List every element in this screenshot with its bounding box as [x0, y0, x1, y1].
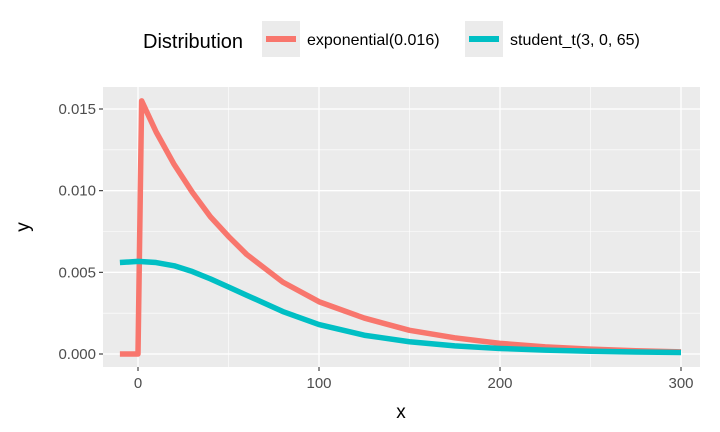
series-line-exponential [119, 98, 682, 357]
x-tick-label: 300 [668, 375, 693, 392]
y-tick-label: 0.015 [58, 101, 96, 118]
y-tick-label: 0.000 [58, 346, 96, 363]
legend: Distribution exponential(0.016) student_… [143, 21, 640, 57]
legend-label-exponential: exponential(0.016) [307, 32, 440, 49]
x-axis-title: x [396, 402, 406, 423]
x-tick-label: 100 [306, 375, 331, 392]
series-line-student-t [119, 258, 682, 356]
y-axis: 0.000 0.005 0.010 0.015 [58, 101, 103, 363]
x-tick-label: 200 [487, 375, 512, 392]
y-tick-label: 0.005 [58, 264, 96, 281]
y-tick-label: 0.010 [58, 183, 96, 200]
plot-panel [103, 87, 700, 367]
y-axis-title: y [13, 222, 34, 232]
legend-title: Distribution [143, 31, 243, 53]
x-tick-label: 0 [134, 375, 142, 392]
legend-label-student-t: student_t(3, 0, 65) [510, 32, 640, 49]
series-lines [119, 98, 682, 357]
x-axis: 0 100 200 300 [134, 367, 694, 392]
